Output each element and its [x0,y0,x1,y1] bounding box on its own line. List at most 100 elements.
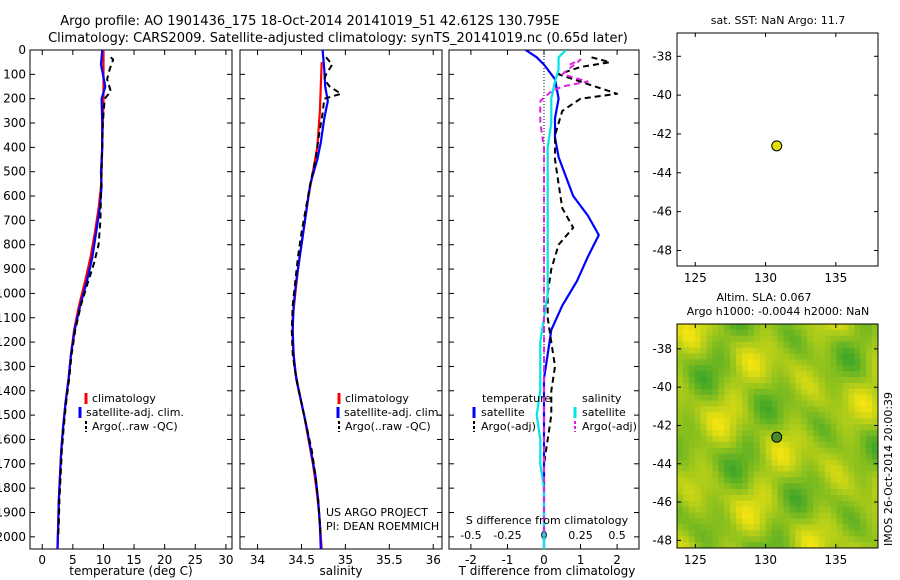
sla-cell [854,412,861,419]
sla-cell [771,512,779,520]
sla-cell [830,459,838,467]
sla-cell [771,418,779,425]
sla-cell [801,347,808,355]
sla-cell [836,394,844,402]
sla-cell [742,335,749,343]
sla-cell [872,394,878,402]
sla-cell [866,459,873,467]
sla-cell [753,500,761,508]
sla-cell [682,530,690,537]
sla-cell [789,377,796,384]
sla-cell [765,500,773,508]
sla-cell [688,483,696,490]
sla-cell [706,524,714,531]
sla-cell [783,329,790,337]
sla-cell [842,489,850,496]
sla-cell [747,406,755,414]
sla-cell [694,471,702,478]
sla-cell [736,341,743,349]
sla-cell [730,489,737,496]
sla-cell [866,412,873,419]
sla-cell [854,512,861,520]
sla-cell [759,441,767,449]
legend-label-climatology: climatology [92,392,156,405]
sla-cell [742,536,749,543]
sla-cell [860,341,867,349]
sla-cell [700,500,708,508]
sla-cell [694,324,702,331]
sla-cell [789,418,796,425]
sla-cell [789,530,796,537]
depth-tick-labels: 0 100 200 300 400 500 600 700 800 900 1000 1100 1200… [0,43,232,544]
sla-cell [688,512,696,520]
sla-cell [677,483,684,490]
sla-cell [818,447,826,455]
sla-cell [677,394,684,402]
sla-cell [795,424,802,431]
sla-cell [789,536,796,543]
sla-cell [807,341,814,349]
sla-cell [694,335,702,343]
sla-cell [783,347,790,355]
sla-cell [718,359,725,366]
sla-cell [795,524,802,531]
sla-cell [747,412,755,419]
sla-cell [824,447,832,455]
sla-cell [724,465,731,472]
sla-cell [830,418,838,425]
sla-cell [807,465,814,472]
sla-cell [795,494,802,502]
sla-cell [688,388,696,396]
sla-cell [801,453,808,461]
sla-cell [718,347,725,355]
sla-cell [801,365,808,372]
sla-cell [724,424,731,431]
sla-cell [801,412,808,419]
sla-cell [860,489,867,496]
sla-cell [742,341,749,349]
sla-cell [801,494,808,502]
sla-cell [759,341,767,349]
sla-cell [842,347,850,355]
sla-cell [783,400,790,408]
sla-cell [807,441,814,449]
sla-cell [742,406,749,414]
sla-cell [789,388,796,396]
sla-cell [730,447,737,455]
sla-cell [759,524,767,531]
sla-cell [677,453,684,461]
difference-series [525,50,619,549]
sla-cell [801,459,808,467]
sla-cell [742,524,749,531]
sla-cell [688,536,696,543]
sla-cell [747,394,755,402]
sla-cell [789,441,796,449]
sla-cell [765,477,773,484]
sla-cell [765,335,773,343]
temperature-series [56,50,115,549]
sla-cell [747,365,755,372]
sla-cell [866,329,873,337]
sla-cell [718,494,725,502]
sla-cell [783,335,790,343]
sla-cell [718,430,725,437]
sla-cell [706,500,714,508]
map-y-tick-label: -40 [652,380,672,394]
sla-cell [807,353,814,360]
sla-cell [765,436,773,443]
sla-cell [824,518,832,526]
map-y-tick-label: -40 [652,88,672,102]
sla-cell [724,341,731,349]
sla-cell [682,459,690,467]
sla-cell [700,441,708,449]
sla-cell [818,382,826,390]
sla-cell [818,477,826,484]
sla-cell [712,353,719,360]
sla-cell [688,471,696,478]
sla-cell [795,341,802,349]
sla-cell [795,400,802,408]
sla-cell [718,335,725,343]
sla-cell [694,382,702,390]
sla-cell [842,377,850,384]
sla-cell [812,459,820,467]
